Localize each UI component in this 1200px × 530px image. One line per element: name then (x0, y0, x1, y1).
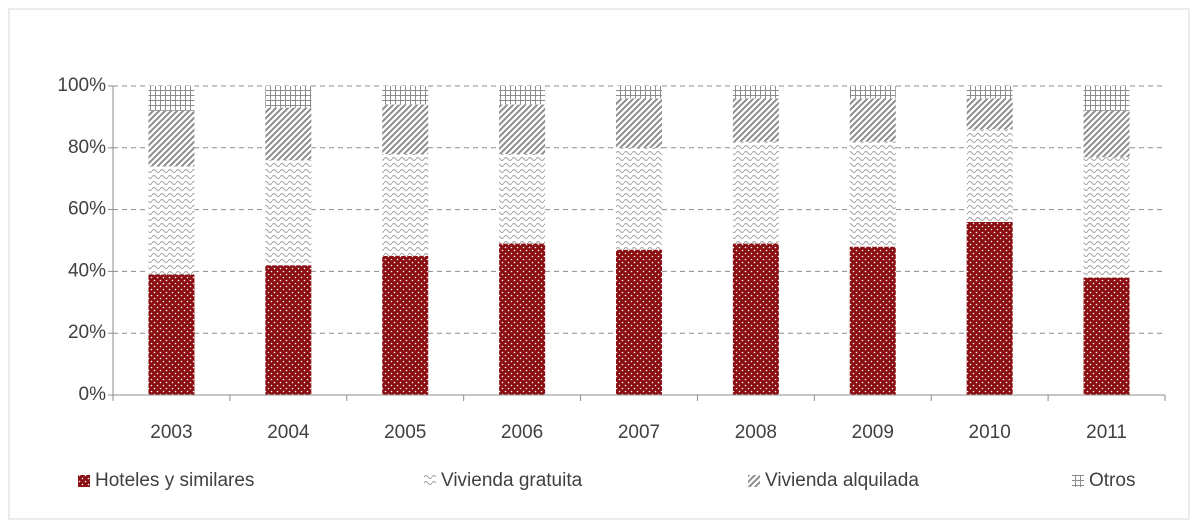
bar-segment (616, 98, 662, 148)
bar-segment (1083, 157, 1130, 278)
bar-segment (148, 110, 195, 167)
y-tick-label: 40% (68, 260, 106, 281)
legend-swatch (424, 475, 436, 487)
bar-segment (1083, 86, 1130, 111)
bar-segment (849, 141, 896, 247)
bar-segment (265, 107, 312, 161)
y-tick-label: 0% (79, 384, 107, 405)
bar-segment (849, 86, 896, 99)
x-tick-label: 2009 (852, 422, 894, 443)
y-tick-label: 80% (68, 137, 106, 158)
bar-segment (966, 221, 1013, 395)
legend-label: Hoteles y similares (95, 470, 254, 491)
legend-swatch (78, 475, 90, 487)
bar-segment (966, 129, 1013, 222)
bar-segment (616, 86, 662, 99)
y-tick-label: 100% (57, 75, 106, 96)
bar-segment (265, 265, 312, 395)
bar-segment (849, 246, 896, 395)
bar-segment (732, 141, 779, 244)
y-tick-label: 60% (68, 199, 106, 220)
bar-segment (382, 255, 429, 395)
x-tick-label: 2007 (618, 422, 660, 443)
x-tick-label: 2006 (501, 422, 543, 443)
x-tick-label: 2005 (384, 422, 426, 443)
bar-segment (148, 274, 195, 395)
bar-segment (382, 86, 429, 105)
bar-segment (616, 147, 662, 250)
bar-segment (499, 104, 546, 154)
x-tick-label: 2010 (969, 422, 1011, 443)
x-tick-label: 2008 (735, 422, 777, 443)
bar-segment (499, 153, 546, 244)
legend-label: Vivienda alquilada (765, 470, 919, 491)
legend-label: Otros (1089, 470, 1135, 491)
x-tick-label: 2003 (150, 422, 192, 443)
legend-swatch (1072, 475, 1084, 487)
bar-segment (616, 249, 662, 395)
bar-segment (382, 104, 429, 154)
bar-segment (265, 160, 312, 266)
legend-swatch (748, 475, 760, 487)
legend-label: Vivienda gratuita (441, 470, 583, 491)
bar-segment (732, 243, 779, 395)
bar-segment (499, 243, 546, 395)
bar-segment (732, 86, 779, 99)
bar-segment (265, 86, 312, 108)
y-tick-label: 20% (68, 322, 106, 343)
bar-segment (966, 86, 1013, 99)
x-tick-label: 2011 (1086, 422, 1127, 443)
bar-segment (148, 86, 195, 111)
bar-segment (849, 98, 896, 142)
bar-segment (382, 153, 429, 256)
x-tick-label: 2004 (267, 422, 310, 443)
bar-segment (732, 98, 779, 142)
bar-segment (1083, 277, 1130, 395)
bar-segment (1083, 110, 1130, 158)
bar-segment (148, 166, 195, 275)
bar-segment (499, 86, 546, 105)
bar-segment (966, 98, 1013, 130)
